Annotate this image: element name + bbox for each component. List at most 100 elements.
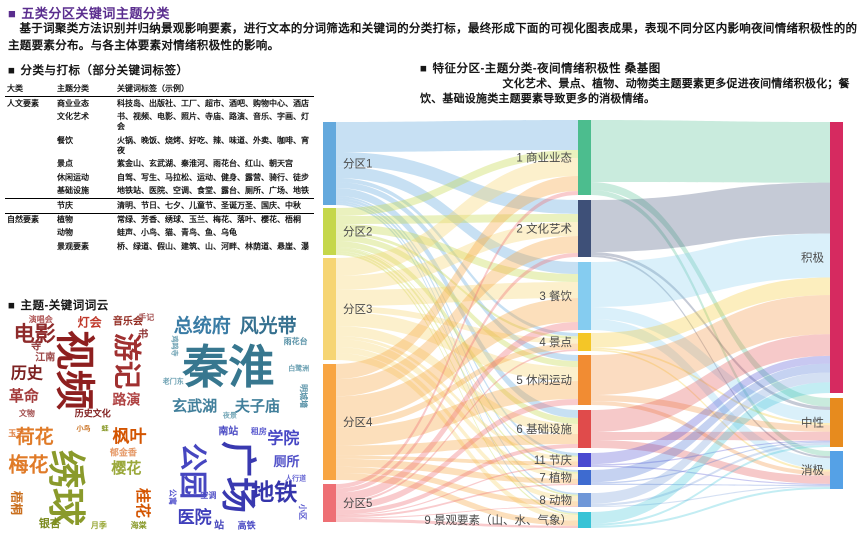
sankey-link: [336, 306, 578, 344]
sankey-link: [336, 152, 578, 214]
wordcloud-plants: 绣球 梅花 荷花 枫叶 樱花 桂花 梧桐 银杏 郁金香 玉兰 月季 小鸟 蛙海棠: [4, 425, 157, 534]
wordcloud-word: 樱花: [111, 459, 142, 477]
sankey-node-label: 分区1: [343, 158, 372, 171]
sankey-link: [591, 431, 830, 441]
sankey-link: [591, 182, 830, 252]
sankey-node-z1[interactable]: [323, 122, 336, 205]
wordcloud-word: 地铁: [251, 478, 298, 505]
wordcloud-word: 高铁: [237, 521, 256, 532]
sankey-link: [336, 353, 578, 521]
sankey-node-t2[interactable]: [578, 200, 591, 257]
sankey-link: [336, 298, 578, 421]
sankey-link: [336, 506, 578, 519]
sankey-node-label: 8 动物: [539, 493, 572, 507]
sankey-link: [591, 355, 830, 465]
sankey-link: [591, 255, 830, 459]
sankey-node-z2[interactable]: [323, 208, 336, 255]
sankey-link: [591, 395, 830, 432]
wordcloud-word: 电影: [13, 322, 56, 346]
sankey-node-label: 分区3: [343, 303, 372, 316]
sankey-link: [336, 336, 578, 462]
sankey-node-z5[interactable]: [323, 484, 336, 522]
page-title-text: 五类分区关键词主题分类: [21, 6, 170, 21]
wordcloud-word: 秦淮: [182, 340, 275, 393]
wordcloud-infrastructure: 广场 公园 地铁 医院 学院 厕所 南站 高铁 租房 公寓 小区站人行道 空调: [161, 425, 314, 534]
sankey-node-z4[interactable]: [323, 364, 336, 480]
sankey-node-t7[interactable]: [578, 470, 591, 485]
classification-table-body: 人文要素 商业业态 科技岛、出版社、工厂、超市、酒吧、购物中心、酒店 文化艺术 书、视频…: [5, 97, 314, 254]
sankey-link: [336, 312, 578, 381]
table-row: 自然要素 植物 常绿、芳香、绣球、玉兰、梅花、落叶、樱花、梧桐: [5, 212, 314, 227]
wordcloud-word: 医院: [177, 507, 212, 527]
sankey-node-t4[interactable]: [578, 333, 591, 351]
wordcloud-word: 鸡鸣寺: [170, 335, 178, 357]
sankey-link: [336, 455, 578, 466]
sankey-link: [336, 236, 578, 397]
wordcloud-word: 蛙: [101, 426, 109, 434]
sankey-link: [591, 233, 830, 307]
sankey-node-t9[interactable]: [578, 512, 591, 528]
table-row: 景观要素 桥、绿道、假山、建筑、山、河畔、林荫道、悬崖、瀑: [57, 241, 309, 251]
sankey-link: [591, 372, 830, 504]
sankey-node-t6[interactable]: [578, 410, 591, 448]
sankey-link: [336, 483, 578, 518]
col-header-category: 大类: [5, 82, 55, 97]
table-row: 餐饮 火锅、晚饭、烧烤、好吃、辣、味道、外卖、咖啡、宵夜: [57, 135, 309, 156]
table-row: 文化艺术 书、视频、电影、照片、寺庙、路演、音乐、字画、灯会: [57, 111, 309, 132]
sankey-link: [591, 319, 830, 470]
wordcloud-word: 站: [214, 520, 225, 532]
sankey-link: [336, 282, 578, 306]
sankey-link: [336, 466, 578, 507]
sankey-link: [336, 253, 578, 516]
sankey-link: [591, 182, 830, 407]
sankey-link: [336, 248, 578, 474]
sankey-link: [591, 485, 830, 507]
wordcloud-word: 广场: [217, 441, 259, 514]
sankey-node-label: 2 文化艺术: [516, 222, 572, 236]
sankey-node-label: 1 商业业态: [516, 151, 572, 165]
sankey-link: [336, 381, 578, 446]
sankey-link: [591, 444, 830, 526]
sankey-node-z3[interactable]: [323, 258, 336, 360]
sankey-link: [591, 486, 830, 528]
sankey-link: [336, 166, 578, 274]
sankey-node-t5[interactable]: [578, 355, 591, 405]
wordcloud-word: 人行道: [285, 475, 307, 483]
sankey-link: [336, 158, 578, 276]
sankey-link: [336, 322, 578, 502]
wordcloud-word: 郁金香: [109, 448, 137, 459]
sankey-node-t3[interactable]: [578, 262, 591, 330]
sankey-node-p[interactable]: [830, 122, 843, 393]
wordcloud-word: 玉兰: [8, 428, 25, 438]
table-row: 节庆 清明、节日、七夕、儿童节、圣诞万圣、国庆、中秋: [5, 198, 314, 214]
section-wordcloud-header: ■ 主题-关键词词云: [8, 297, 109, 313]
sankey-link: [336, 232, 578, 339]
sankey-link: [336, 444, 578, 515]
sankey-link: [591, 334, 830, 432]
square-bullet-icon: ■: [8, 6, 17, 21]
wordcloud-word: 小区: [297, 504, 307, 521]
sankey-link: [336, 120, 578, 152]
sankey-node-label: 9 景观要素（山、水、气象）: [424, 513, 572, 527]
wordcloud-word: 文物: [18, 409, 35, 419]
sankey-node-n[interactable]: [830, 398, 843, 447]
col-header-topic: 主题分类: [55, 82, 115, 97]
table-row: 休闲运动 自驾、写生、马拉松、运动、健身、露营、骑行、徒步: [57, 172, 309, 182]
sankey-node-label: 分区2: [343, 226, 372, 239]
square-bullet-icon: ■: [8, 300, 16, 312]
sankey-link: [591, 465, 830, 485]
sankey-link: [336, 241, 578, 424]
sankey-link: [336, 247, 578, 458]
sankey-node-label: 中性: [801, 416, 824, 430]
sankey-link: [336, 518, 578, 528]
sankey-link: [591, 190, 830, 457]
wordcloud-word: 革命: [8, 387, 39, 405]
sankey-link: [336, 222, 578, 290]
sankey-node-t11[interactable]: [578, 453, 591, 467]
sankey-node-t1[interactable]: [578, 120, 591, 195]
sankey-node-t8[interactable]: [578, 493, 591, 507]
sankey-link: [336, 198, 578, 472]
wordcloud-word: 枫叶: [112, 426, 147, 446]
sankey-node-m[interactable]: [830, 451, 843, 489]
